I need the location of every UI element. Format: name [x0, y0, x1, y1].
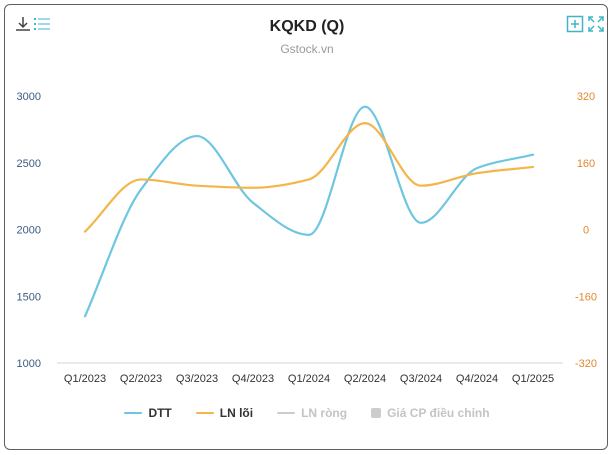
- legend-label-dtt: DTT: [148, 406, 172, 420]
- x-tick-label: Q2/2023: [120, 373, 162, 385]
- x-tick-label: Q4/2023: [232, 373, 274, 385]
- legend-item-dtt[interactable]: DTT: [124, 406, 172, 420]
- y-right-tick-label: 160: [577, 158, 595, 170]
- data-point-dtt[interactable]: [359, 101, 371, 113]
- data-point-ln-loi[interactable]: [303, 173, 315, 185]
- x-tick-label: Q3/2023: [176, 373, 218, 385]
- x-tick-label: Q1/2025: [512, 373, 554, 385]
- y-left-tick-label: 1000: [17, 358, 41, 370]
- chart-plot: 1000 1500 2000 2500 3000 -320 -160 0 160 320 Q1/…: [17, 91, 598, 385]
- data-point-dtt[interactable]: [527, 149, 539, 161]
- y-left-tick-label: 3000: [17, 91, 41, 103]
- download-icon[interactable]: [14, 15, 34, 35]
- legend: DTT LN lõi LN ròng Giá CP điều chỉnh: [0, 406, 614, 420]
- chart-subtitle: Gstock.vn: [280, 42, 334, 56]
- legend-swatch-gia-cp: [371, 408, 382, 418]
- plus-square-icon[interactable]: [566, 15, 586, 35]
- legend-label-ln-loi: LN lõi: [219, 406, 254, 420]
- legend-swatch-ln-loi: [195, 412, 214, 414]
- x-tick-label: Q2/2024: [344, 373, 386, 385]
- y-left-tick-label: 1500: [17, 291, 41, 303]
- y-left-tick-label: 2000: [17, 225, 41, 237]
- chart-container: [4, 4, 608, 450]
- data-point-dtt[interactable]: [415, 217, 427, 229]
- data-point-dtt[interactable]: [79, 310, 91, 322]
- legend-item-ln-rong[interactable]: LN ròng: [277, 406, 347, 420]
- x-tick-label: Q4/2024: [456, 373, 498, 385]
- data-point-dtt[interactable]: [191, 130, 203, 142]
- y-right-tick-label: 0: [583, 225, 589, 237]
- y-left-tick-label: 2500: [17, 158, 41, 170]
- legend-swatch-ln-rong: [277, 412, 296, 414]
- legend-label-gia-cp: Giá CP điều chỉnh: [387, 406, 490, 420]
- list-icon[interactable]: [33, 15, 53, 35]
- data-point-ln-loi[interactable]: [415, 180, 427, 192]
- expand-icon[interactable]: [587, 15, 607, 35]
- series-line-ln-loi[interactable]: [83, 122, 535, 233]
- data-point-ln-loi[interactable]: [135, 173, 147, 185]
- legend-label-ln-rong: LN ròng: [301, 406, 348, 420]
- data-point-ln-loi[interactable]: [527, 161, 539, 173]
- data-point-dtt[interactable]: [247, 197, 259, 209]
- data-point-ln-loi[interactable]: [359, 117, 371, 129]
- y-right-tick-label: -320: [575, 358, 597, 370]
- x-tick-label: Q1/2024: [288, 373, 330, 385]
- x-tick-label: Q3/2024: [400, 373, 442, 385]
- data-point-dtt[interactable]: [303, 229, 315, 241]
- legend-swatch-dtt: [124, 412, 143, 414]
- data-point-ln-loi[interactable]: [79, 226, 91, 238]
- chart-title: KQKD (Q): [269, 18, 345, 35]
- data-point-ln-loi[interactable]: [191, 180, 203, 192]
- legend-item-gia-cp[interactable]: Giá CP điều chỉnh: [371, 406, 490, 420]
- legend-item-ln-loi[interactable]: LN lõi: [195, 406, 254, 420]
- x-tick-label: Q1/2023: [64, 373, 106, 385]
- series-line-dtt[interactable]: [83, 105, 535, 318]
- data-point-ln-loi[interactable]: [247, 182, 259, 194]
- y-right-tick-label: 320: [577, 91, 595, 103]
- y-right-tick-label: -160: [575, 291, 597, 303]
- data-point-ln-loi[interactable]: [471, 167, 483, 179]
